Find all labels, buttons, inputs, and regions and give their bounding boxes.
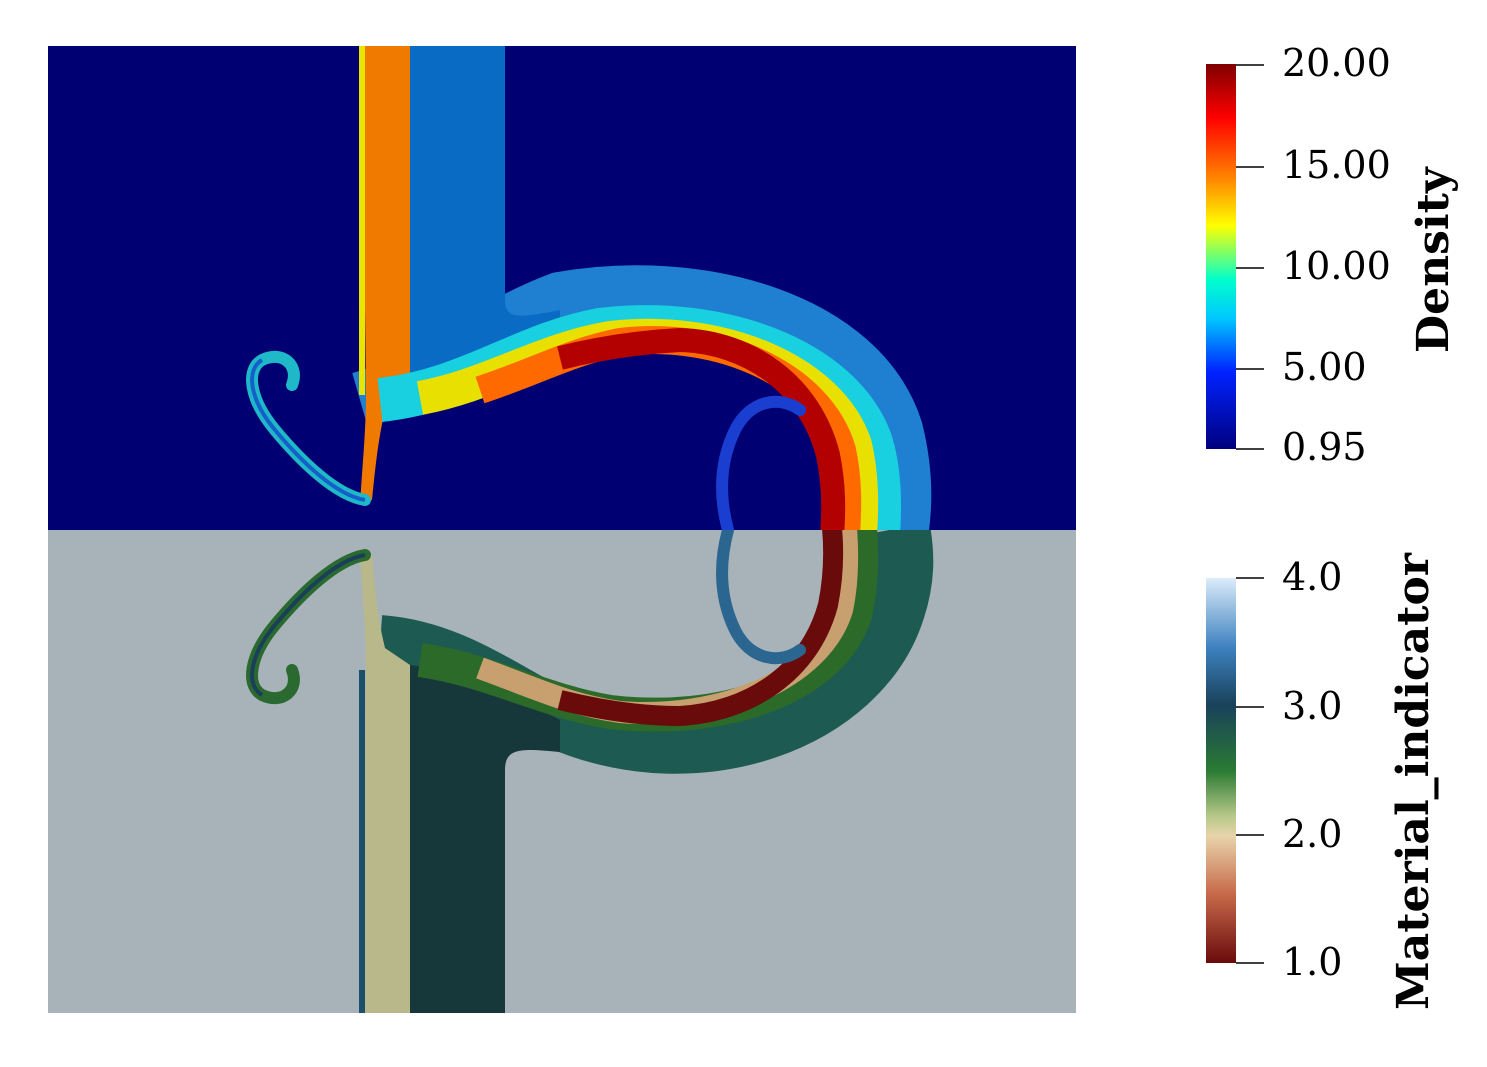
material-colorbar-gradient	[1206, 578, 1236, 963]
density-ticks	[1236, 64, 1264, 450]
material-arc-red	[557, 530, 844, 727]
density-colorbar-title: Density	[1408, 166, 1459, 353]
density-tick-label-4: 0.95	[1282, 425, 1367, 469]
density-colorbar-gradient	[1206, 64, 1236, 449]
density-field	[48, 46, 1076, 530]
density-colorbar: 20.00 15.00 10.00 5.00 0.95 Density	[1206, 41, 1459, 469]
density-right-loop	[716, 395, 806, 530]
density-left-curl-edge	[250, 358, 366, 502]
material-tick-label-2: 2.0	[1282, 812, 1342, 856]
material-colorbar: 4.0 3.0 2.0 1.0 Material_indicator	[1206, 552, 1439, 1010]
material-colorbar-title: Material_indicator	[1388, 552, 1439, 1010]
density-arc-red	[557, 327, 846, 530]
material-tick-label-1: 3.0	[1282, 684, 1342, 728]
density-tick-label-0: 20.00	[1282, 41, 1391, 85]
material-column-light	[360, 552, 410, 1013]
density-tick-label-3: 5.00	[1282, 345, 1367, 389]
material-column-dark	[410, 665, 560, 1013]
material-right-loop	[716, 530, 806, 665]
material-tick-label-3: 1.0	[1282, 940, 1342, 984]
material-ticks	[1236, 577, 1264, 964]
density-tick-label-2: 10.00	[1282, 244, 1391, 288]
density-tick-label-1: 15.00	[1282, 143, 1391, 187]
material-field	[48, 530, 1076, 1013]
density-column-light	[410, 46, 560, 400]
material-left-curl-edge	[250, 553, 366, 697]
material-tick-label-0: 4.0	[1282, 555, 1342, 599]
